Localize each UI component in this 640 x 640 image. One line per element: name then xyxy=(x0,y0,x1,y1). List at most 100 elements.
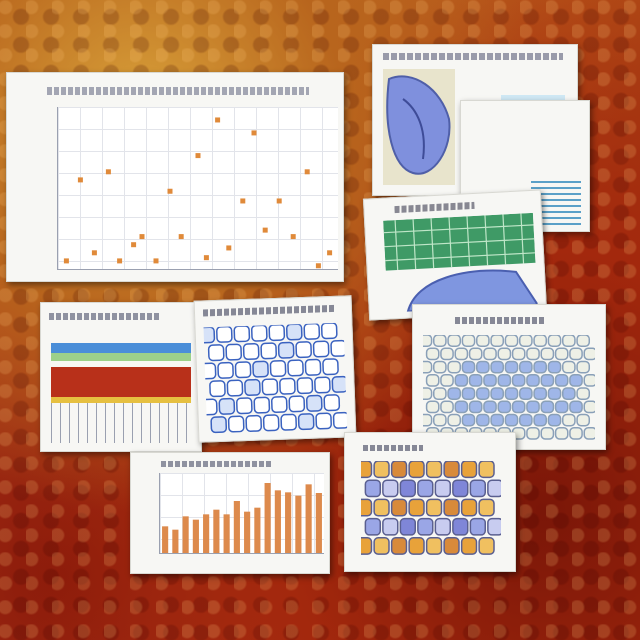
network-cell xyxy=(320,322,338,340)
bar xyxy=(295,495,302,553)
cluster-cell xyxy=(519,335,533,348)
tiling-cell xyxy=(487,479,501,498)
network-cell xyxy=(280,413,297,431)
scatter-point xyxy=(195,153,201,159)
network-cell xyxy=(260,342,277,360)
cluster-cell xyxy=(526,374,540,387)
tiling-cell xyxy=(417,517,434,536)
blue-specimen-illustration xyxy=(383,69,455,185)
tiling-title-scribble xyxy=(363,445,423,451)
network-cell xyxy=(270,396,288,414)
scatter-plot-area xyxy=(57,107,338,270)
cluster-cell xyxy=(440,347,454,361)
cluster-cell xyxy=(526,347,540,361)
network-cell xyxy=(252,360,269,378)
tiling-cell xyxy=(452,479,469,498)
layer-red-band xyxy=(51,367,191,403)
cluster-cell xyxy=(468,400,483,414)
map-title-scribble xyxy=(394,201,475,214)
cluster-cell xyxy=(554,374,569,387)
bar xyxy=(254,507,261,553)
bar xyxy=(315,493,322,553)
cluster-cell xyxy=(490,387,505,401)
tiling-cell xyxy=(478,461,495,479)
cluster-cell xyxy=(461,360,476,374)
tiling-cell xyxy=(361,537,373,555)
cluster-cell xyxy=(447,335,462,348)
tiling-cell xyxy=(408,461,425,479)
network-cell xyxy=(269,360,287,378)
layered-cross-section-card xyxy=(40,302,202,452)
cluster-cell xyxy=(476,387,490,401)
cluster-cell xyxy=(583,374,595,387)
tiling-cell xyxy=(399,517,416,536)
cluster-cell xyxy=(490,335,505,348)
network-cell xyxy=(216,325,233,343)
cluster-cell xyxy=(423,413,433,427)
cluster-cell xyxy=(433,360,447,374)
network-cell xyxy=(315,412,332,430)
cluster-cell xyxy=(540,347,555,361)
cluster-cell xyxy=(483,400,497,414)
network-title-scribble xyxy=(202,304,336,317)
cluster-cell xyxy=(425,374,440,387)
cluster-cell xyxy=(483,347,497,361)
scatter-title-scribble xyxy=(47,87,309,95)
cluster-cell xyxy=(468,374,483,387)
layer-green-band xyxy=(51,353,191,361)
tiling-cell xyxy=(434,479,451,498)
network-cell xyxy=(330,339,347,357)
cluster-cell xyxy=(540,374,555,387)
cluster-cell xyxy=(497,400,512,414)
cluster-cell xyxy=(454,400,469,414)
blue-cell-network-card xyxy=(193,295,357,443)
network-cell xyxy=(303,322,321,340)
bar xyxy=(213,509,220,553)
network-cell xyxy=(288,395,306,413)
network-cell xyxy=(233,325,251,343)
cluster-cell xyxy=(468,347,483,361)
network-cell xyxy=(227,415,245,433)
scatter-point xyxy=(139,234,145,240)
cluster-cell xyxy=(519,360,533,374)
cell-cluster-illustration xyxy=(423,335,595,440)
scatter-point xyxy=(251,130,257,136)
tiling-cell xyxy=(460,461,478,479)
scatter-point xyxy=(153,258,159,264)
cluster-cell xyxy=(519,413,533,427)
cluster-cell xyxy=(576,335,591,348)
tiling-cell xyxy=(443,537,460,555)
cluster-cell xyxy=(583,347,595,361)
network-cell xyxy=(287,359,304,377)
tiling-cell xyxy=(390,537,408,555)
network-cell xyxy=(250,324,268,342)
cluster-cell xyxy=(533,387,548,401)
cluster-cell xyxy=(423,387,433,401)
cluster-cell xyxy=(562,335,576,348)
cluster-cell xyxy=(433,387,447,401)
bar xyxy=(192,519,199,553)
bar-chart-svg xyxy=(162,483,322,553)
cluster-cell xyxy=(547,413,562,427)
colored-cell-tiling-illustration xyxy=(361,461,501,555)
cluster-cell xyxy=(511,347,526,361)
network-cell xyxy=(203,398,218,416)
tiling-cell xyxy=(487,517,501,536)
network-cell xyxy=(261,378,279,396)
bar xyxy=(172,529,179,553)
tiling-cell xyxy=(382,479,399,498)
network-cell xyxy=(323,394,341,412)
tiling-cell xyxy=(361,461,373,479)
tiling-cell xyxy=(408,537,425,555)
network-cell xyxy=(210,416,228,434)
scatter-plot-svg xyxy=(63,117,333,269)
network-cell xyxy=(209,380,226,398)
scatter-point xyxy=(327,250,333,256)
network-cell xyxy=(217,361,234,379)
cluster-cell xyxy=(576,413,591,427)
scatter-point xyxy=(105,169,111,175)
cluster-cell xyxy=(562,413,576,427)
scatter-point xyxy=(262,227,268,233)
network-cell xyxy=(296,377,314,395)
cluster-cell xyxy=(461,387,476,401)
